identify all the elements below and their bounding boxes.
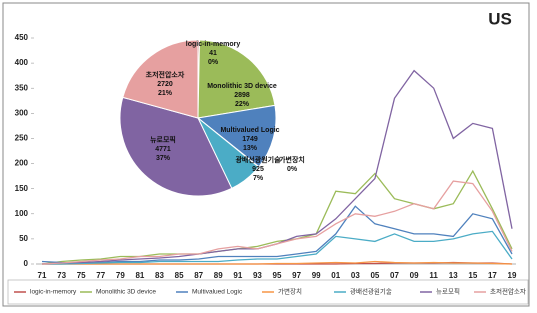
- x-tick-label: 03: [351, 271, 360, 280]
- y-tick-label: 100: [15, 209, 29, 218]
- series-line: [42, 260, 513, 265]
- pie-percent: 7%: [253, 175, 264, 182]
- pie-value: 2720: [157, 81, 173, 88]
- pie-value: 925: [252, 166, 264, 173]
- y-tick-label: 250: [15, 134, 29, 143]
- pie-percent: 22%: [235, 101, 250, 108]
- y-tick-label: 300: [15, 108, 29, 117]
- x-tick-label: 77: [96, 271, 105, 280]
- x-tick-label: 73: [57, 271, 66, 280]
- pie-slice: [119, 96, 233, 197]
- x-tick-label: 05: [370, 271, 379, 280]
- legend-label: logic-in-memory: [30, 289, 77, 296]
- legend-label: 초저전압소자: [490, 287, 526, 296]
- x-tick-label: 81: [135, 271, 144, 280]
- pie-label: 가변장치: [279, 155, 305, 164]
- y-tick-label: 50: [19, 234, 28, 243]
- pie-value: 2898: [234, 92, 250, 99]
- pie-label: 광배선광원기술: [235, 155, 281, 164]
- pie-slice: [122, 39, 199, 119]
- x-tick-label: 19: [508, 271, 517, 280]
- x-tick-label: 87: [194, 271, 203, 280]
- y-tick-label: 350: [15, 83, 29, 92]
- y-tick-label: 150: [15, 184, 29, 193]
- pie-value: 41: [209, 50, 217, 57]
- pie-value: 4771: [155, 146, 171, 153]
- x-tick-label: 09: [410, 271, 419, 280]
- pie-percent: 0%: [208, 59, 219, 66]
- pie-label: 초저전압소자: [146, 70, 185, 79]
- pie-slice: [196, 104, 277, 168]
- legend-label: Multivalued Logic: [192, 289, 243, 296]
- x-tick-label: 95: [273, 271, 282, 280]
- x-tick-label: 85: [175, 271, 184, 280]
- x-tick-label: 71: [38, 271, 47, 280]
- x-tick-label: 97: [292, 271, 301, 280]
- legend-label: 가변장치: [278, 287, 302, 296]
- series-line: [41, 180, 513, 265]
- chart-title: US: [488, 9, 512, 28]
- x-tick-label: 01: [331, 271, 340, 280]
- x-tick-label: 79: [116, 271, 125, 280]
- x-tick-label: 91: [233, 271, 242, 280]
- y-tick-label: 450: [15, 33, 29, 42]
- pie-label: logic-in-memory: [186, 41, 241, 48]
- pie-value: 1749: [242, 136, 258, 143]
- x-tick-label: 89: [214, 271, 223, 280]
- series-line: [42, 230, 513, 265]
- x-tick-label: 13: [449, 271, 458, 280]
- x-tick-label: 93: [253, 271, 262, 280]
- x-tick-label: 75: [77, 271, 86, 280]
- x-tick-label: 07: [390, 271, 399, 280]
- pie-label: Monolithic 3D device: [207, 83, 277, 90]
- pie-label: 뉴로모픽: [150, 135, 176, 144]
- pie-slice: [197, 39, 276, 119]
- x-tick-label: 83: [155, 271, 164, 280]
- legend-label: 뉴로모픽: [436, 287, 460, 296]
- pie-percent: 0%: [287, 166, 298, 173]
- pie-percent: 37%: [156, 155, 171, 162]
- y-tick-label: 200: [15, 159, 29, 168]
- legend-box: [7, 279, 529, 305]
- legend-label: Monolithic 3D device: [96, 289, 156, 296]
- legend-label: 광배선광원기술: [350, 287, 392, 296]
- x-tick-label: 99: [312, 271, 321, 280]
- series-line: [41, 205, 513, 264]
- x-tick-label: 11: [429, 271, 438, 280]
- y-tick-label: 0: [24, 259, 29, 268]
- y-tick-label: 400: [15, 58, 29, 67]
- pie-percent: 21%: [158, 90, 173, 97]
- x-tick-label: 15: [468, 271, 477, 280]
- pie-label: Multivalued Logic: [220, 127, 279, 134]
- pie-percent: 13%: [243, 145, 258, 152]
- x-tick-label: 17: [488, 271, 497, 280]
